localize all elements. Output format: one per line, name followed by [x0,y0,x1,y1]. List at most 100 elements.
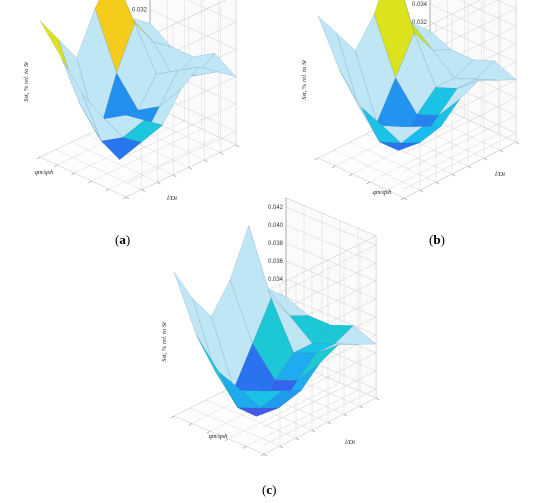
floor-grid-line [245,390,359,447]
y-tick-mark [403,197,408,201]
y-tick-mark [483,157,488,161]
surface-mesh [39,0,237,161]
caption-c-letter: c [266,482,273,497]
surface-patch [159,66,200,107]
surface-patch [457,78,498,89]
floor-grid-line [333,149,421,191]
y-tick-mark [173,174,177,177]
y-axis-label: l/Dt [495,171,505,178]
x-tick-mark [88,180,92,184]
z-tick-label: 0.036 [268,259,284,265]
caption-c-close: ) [272,482,277,497]
floor-grid-line [349,141,437,183]
surface-patch [400,125,442,144]
z-tick-label: 0.034 [268,277,284,283]
z-grid-line [263,224,377,320]
y-tick-mark [419,189,424,193]
y-tick-mark [327,421,332,425]
z-grid-line [403,92,517,190]
z-tick-label: 0.032 [412,20,428,26]
caption-a: (a) [115,232,130,248]
surface-mesh [317,0,517,151]
y-tick-mark [188,167,192,170]
chart-panel-b: 0.0240.0260.0280.0300.0320.0340.0360.038… [300,0,535,223]
y-tick-mark [451,173,456,177]
y-tick-mark [125,196,130,200]
surface-patch [438,80,479,116]
caption-c-open: ( [262,482,267,497]
x-tick-mark [400,197,405,201]
floor-grid-line [227,382,341,439]
floor-grid-line [108,136,219,190]
y-tick-mark [295,437,300,441]
y-tick-mark [311,429,316,433]
y-tick-mark [279,445,284,449]
y-tick-mark [204,159,208,163]
z-grid-line [125,0,227,48]
y-tick-mark [235,144,240,148]
x-tick-mark [349,173,353,177]
surface-patch [104,114,145,138]
z-axis-label: Sst, % rel. to St [161,322,168,362]
z-tick-label: 0.034 [412,2,428,8]
floor-grid-line [369,125,482,183]
y-tick-mark [343,413,348,417]
y-tick-mark [467,165,472,169]
z-tick-label: 0.032 [132,8,148,14]
y-tick-mark [515,141,520,145]
surface-mesh [173,225,377,417]
y-tick-mark [359,405,364,409]
x-axis-label: qm/qsh [35,169,54,176]
y-tick-mark [375,397,380,401]
floor-grid-line [55,149,142,190]
x-axis-label: qm/qsh [373,189,392,196]
caption-b-open: ( [429,232,434,247]
y-tick-mark [263,453,268,457]
x-tick-mark [383,189,387,193]
surface-patch [381,125,424,144]
floor-grid-line [386,133,499,191]
x-tick-mark [170,415,175,419]
floor-grid-line [91,128,202,182]
z-grid-line [403,0,499,48]
z-tick-label: 0.040 [268,223,284,229]
z-axis-label: Sst, % rel. to St [23,62,30,102]
z-grid-line [125,91,237,184]
z-grid-line [263,206,377,302]
x-tick-mark [188,423,193,426]
y-tick-mark [435,181,440,185]
surface-plot-c: 0.0260.0280.0300.0320.0340.0360.0380.040… [161,197,380,457]
z-tick-label: 0.038 [268,241,284,247]
surface-patch [122,119,164,143]
x-tick-mark [71,172,75,176]
x-tick-mark [314,157,319,161]
caption-c: (c) [262,482,276,498]
y-tick-mark [220,152,224,155]
x-tick-mark [36,156,41,160]
surface-patch [240,390,284,409]
y-axis-label: l/Dt [167,195,177,202]
x-tick-mark [224,438,229,442]
y-axis-label: l/Dt [345,439,355,446]
x-axis-label: qm/qsh [209,433,228,440]
y-tick-mark [499,149,504,153]
floor-grid-line [205,399,297,439]
y-tick-mark [157,181,161,185]
x-tick-mark [366,181,370,185]
x-tick-mark [54,164,58,168]
caption-b: (b) [429,232,445,248]
z-tick-label: 0.042 [268,205,284,211]
x-tick-mark [242,446,247,449]
x-tick-mark [122,196,127,200]
floor-grid-line [87,134,174,175]
caption-b-close: ) [440,232,445,247]
surface-plot-b: 0.0240.0260.0280.0300.0320.0340.0360.038… [301,0,520,201]
caption-b-letter: b [433,232,441,247]
chart-panel-c: 0.0260.0280.0300.0320.0340.0360.0380.040… [160,197,395,477]
x-tick-mark [105,188,109,192]
caption-a-open: ( [115,232,120,247]
z-axis-label: Sst, % rel. to St [301,60,308,100]
caption-a-close: ) [125,232,131,247]
